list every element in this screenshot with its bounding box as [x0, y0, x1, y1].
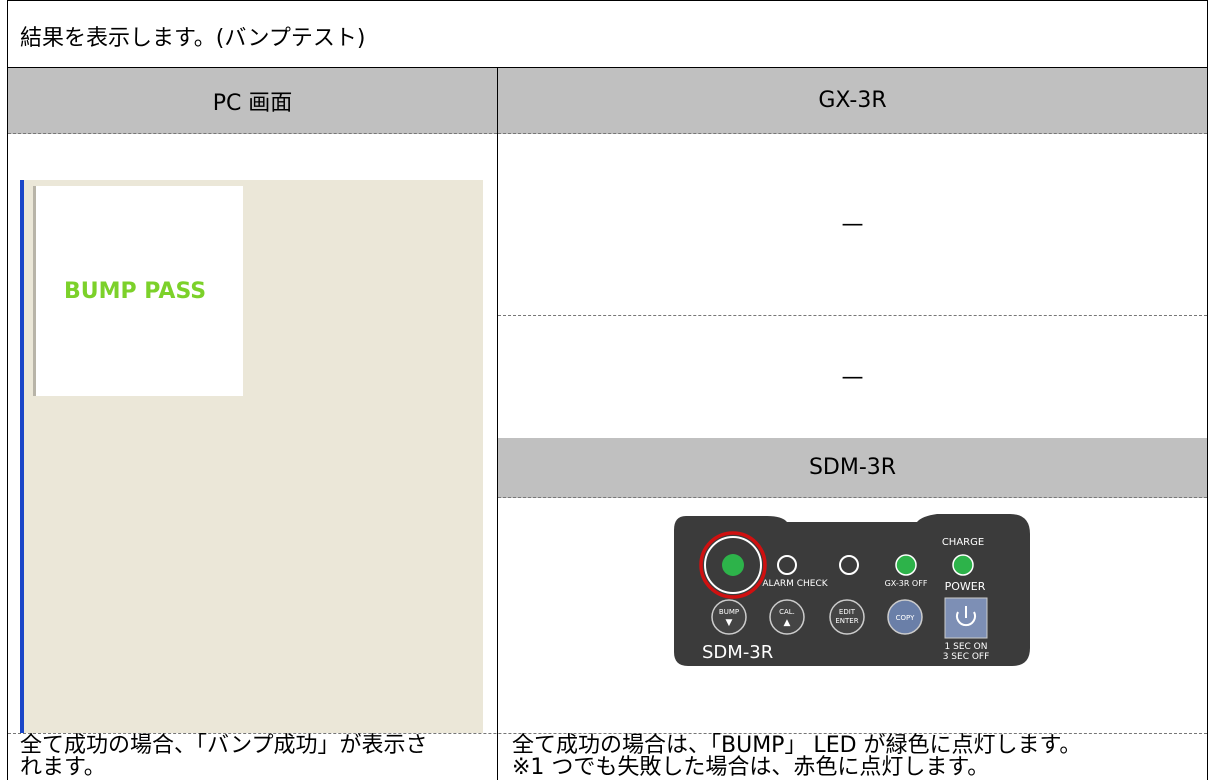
- button: [887, 599, 923, 635]
- button-label: ▼: [726, 618, 733, 628]
- label: GX-3R OFF: [885, 579, 928, 588]
- label: ALARM CHECK: [762, 579, 828, 589]
- header-pc: PC 画面: [8, 68, 497, 134]
- note-line: 全て成功の場合は、「BUMP」 LED が緑色に点灯します。: [512, 733, 1082, 758]
- rule: [8, 733, 1207, 734]
- power-icon: [956, 606, 976, 627]
- led: [777, 555, 797, 575]
- gx-cell: —: [841, 365, 864, 390]
- led-bump: [722, 554, 744, 576]
- button-label: ▲: [784, 618, 791, 628]
- rule: [7, 67, 1208, 68]
- highlight-ring-inner: [704, 536, 762, 594]
- button-label: COPY: [896, 614, 915, 622]
- button-label: EDIT: [839, 608, 856, 616]
- button: [711, 599, 747, 635]
- led: [839, 555, 859, 575]
- title: 結果を表示します。(バンプテスト): [20, 26, 366, 51]
- button-label: CAL.: [779, 608, 795, 616]
- device-image: CHARGE ALARM CHECK GX-3R OFF POWER BUMP …: [674, 514, 1030, 666]
- note-line: れます。: [20, 755, 106, 780]
- button-label: BUMP: [719, 608, 739, 616]
- button: [769, 599, 805, 635]
- button-label: ENTER: [835, 617, 858, 625]
- header-gx: GX-3R: [498, 68, 1207, 134]
- header-sdm: SDM-3R: [498, 438, 1207, 498]
- led: [895, 554, 917, 576]
- model: SDM-3R: [702, 642, 773, 663]
- note-line: ※1 つでも失敗した場合は、赤色に点灯します。: [512, 755, 990, 780]
- label: 3 SEC OFF: [943, 652, 990, 662]
- column-rule: [497, 67, 498, 780]
- note-pc: 全て成功の場合、「バンプ成功」が表示さ れます。: [20, 735, 427, 779]
- highlight-ring: [699, 531, 767, 599]
- pass-message: BUMP PASS: [33, 186, 243, 396]
- gx-cell: —: [498, 134, 1207, 316]
- led: [952, 554, 974, 576]
- note-sdm: 全て成功の場合は、「BUMP」 LED が緑色に点灯します。 ※1 つでも失敗し…: [512, 735, 1081, 779]
- label: POWER: [945, 580, 986, 593]
- button: [829, 599, 865, 635]
- label: 1 SEC ON: [945, 642, 988, 652]
- label: CHARGE: [942, 537, 984, 548]
- note-line: 全て成功の場合、「バンプ成功」が表示さ: [20, 733, 428, 758]
